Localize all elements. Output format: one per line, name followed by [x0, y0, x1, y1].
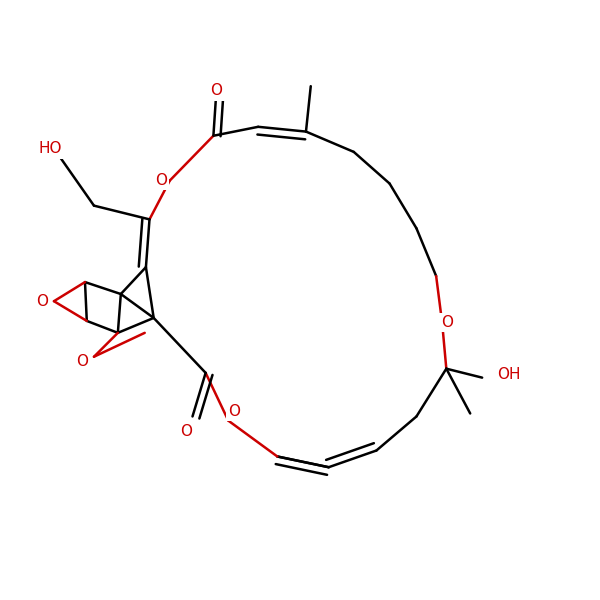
Text: OH: OH	[497, 367, 521, 382]
Text: O: O	[76, 354, 88, 369]
Text: O: O	[181, 424, 193, 439]
Text: HO: HO	[38, 142, 62, 157]
Text: O: O	[36, 293, 48, 308]
Text: O: O	[229, 404, 241, 419]
Text: O: O	[441, 315, 453, 330]
Text: O: O	[155, 173, 167, 188]
Text: O: O	[211, 83, 223, 98]
